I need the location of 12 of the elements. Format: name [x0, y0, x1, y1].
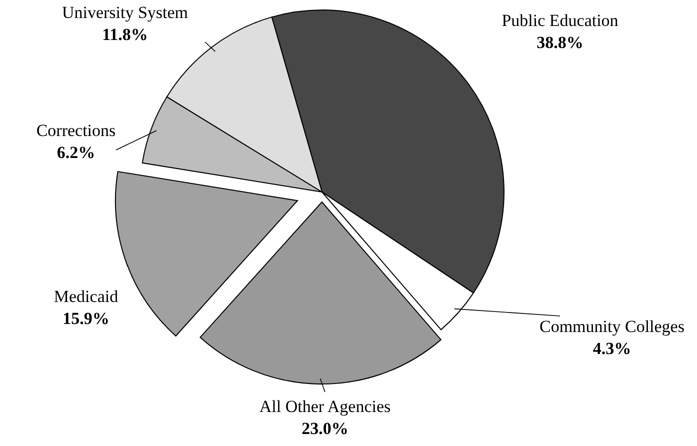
- data-label: 38.8%: [536, 33, 584, 52]
- data-label: 11.8%: [102, 25, 148, 44]
- data-label: 4.3%: [592, 339, 632, 358]
- slice-label: Community Colleges: [540, 317, 684, 336]
- data-label: 23.0%: [302, 419, 348, 438]
- slice-label: All Other Agencies: [259, 397, 391, 416]
- slice-label: Corrections: [36, 121, 116, 140]
- slice-label: Medicaid: [54, 287, 119, 306]
- data-label: 6.2%: [56, 143, 96, 162]
- slice-label: University System: [62, 3, 188, 22]
- data-label: 15.9%: [62, 309, 110, 328]
- slice-label: Public Education: [502, 11, 619, 30]
